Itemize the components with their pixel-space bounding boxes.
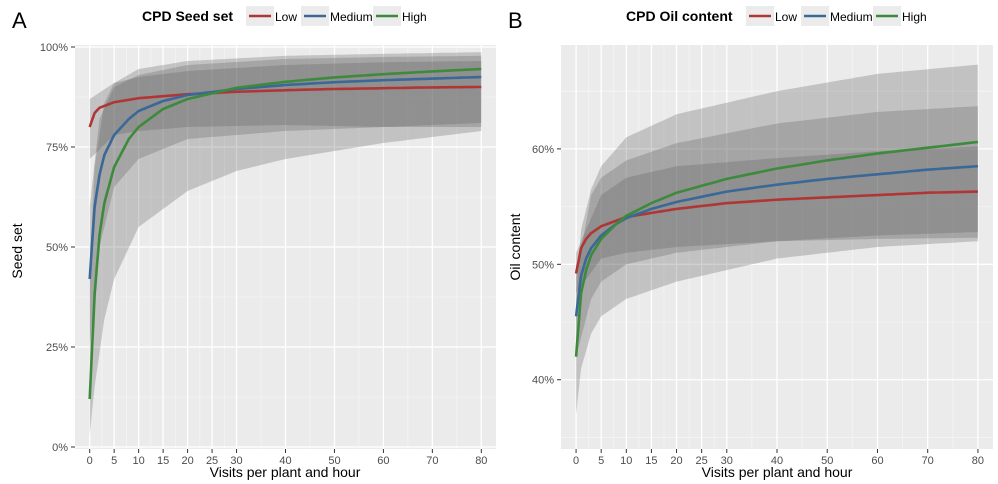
ribbon-a-high bbox=[89, 52, 482, 435]
legend-title-b: CPD Oil content bbox=[626, 8, 733, 24]
legend-key-b-high: High bbox=[873, 6, 927, 26]
x-tick-label: 40 bbox=[771, 455, 783, 467]
panel-b: 0 5 10 15 20 25 30 40 50 60 70 80 40% 50% 60% B CPD Oil… bbox=[507, 6, 993, 480]
x-tick-label: 30 bbox=[230, 455, 242, 467]
x-tick-label: 50 bbox=[328, 455, 340, 467]
panel-letter-a: A bbox=[12, 8, 27, 33]
y-tick-label: 50% bbox=[46, 242, 68, 254]
x-axis-title-a: Visits per plant and hour bbox=[210, 464, 361, 480]
x-tick-label: 0 bbox=[573, 455, 579, 467]
x-tick-label: 10 bbox=[620, 455, 632, 467]
x-tick-label: 80 bbox=[972, 455, 984, 467]
x-tick-label: 30 bbox=[721, 455, 733, 467]
x-tick-label: 5 bbox=[598, 455, 604, 467]
x-tick-label: 60 bbox=[871, 455, 883, 467]
y-tick-label: 0% bbox=[52, 442, 68, 454]
x-tick-label: 10 bbox=[133, 455, 145, 467]
y-tick-label: 75% bbox=[46, 142, 68, 154]
y-tick-label: 40% bbox=[532, 375, 554, 387]
x-tick-label: 25 bbox=[206, 455, 218, 467]
x-tick-label: 20 bbox=[670, 455, 682, 467]
x-tick-label: 50 bbox=[821, 455, 833, 467]
series-line-a-medium bbox=[88, 75, 482, 280]
y-tick-label: 25% bbox=[46, 342, 68, 354]
panel-a: 0 5 10 15 20 25 30 40 50 60 70 80 0% 25% 50% 75% 100% A C… bbox=[9, 6, 496, 480]
x-tick-label: 70 bbox=[922, 455, 934, 467]
legend-label-b-low: Low bbox=[775, 10, 797, 24]
legend-b: CPD Oil content Low Medium High bbox=[626, 6, 927, 26]
x-tick-label: 25 bbox=[696, 455, 708, 467]
legend-label-b-high: High bbox=[902, 10, 927, 24]
legend-label-b-medium: Medium bbox=[830, 10, 873, 24]
y-tick-label: 60% bbox=[532, 144, 554, 156]
x-tick-label: 70 bbox=[426, 455, 438, 467]
series-line-b-high bbox=[574, 140, 979, 357]
legend-label-a-low: Low bbox=[275, 10, 297, 24]
x-tick-label: 5 bbox=[111, 455, 117, 467]
y-tick-label: 50% bbox=[532, 259, 554, 271]
ribbon-b-low bbox=[576, 146, 978, 294]
y-axis-title-a: Seed set bbox=[9, 223, 25, 278]
x-tick-label: 40 bbox=[279, 455, 291, 467]
panel-letter-b: B bbox=[508, 8, 523, 33]
x-tick-label: 60 bbox=[377, 455, 389, 467]
y-tick-label: 100% bbox=[40, 42, 68, 54]
series-line-b-low bbox=[574, 190, 978, 274]
x-axis-title-b: Visits per plant and hour bbox=[702, 464, 853, 480]
ribbon-a-low bbox=[89, 61, 482, 159]
series-line-a-high bbox=[88, 67, 482, 400]
x-tick-label: 20 bbox=[181, 455, 193, 467]
legend-label-a-high: High bbox=[402, 10, 427, 24]
legend-key-b-low: Low bbox=[746, 6, 797, 26]
plot-area-a: 0 5 10 15 20 25 30 40 50 60 70 80 0% 25% 50% 75% 100% bbox=[40, 42, 496, 467]
ribbon-b-high bbox=[576, 64, 978, 415]
legend-title-a: CPD Seed set bbox=[142, 8, 233, 24]
x-tick-label: 15 bbox=[157, 455, 169, 467]
legend-key-a-high: High bbox=[373, 6, 427, 26]
y-axis-title-b: Oil content bbox=[507, 213, 523, 280]
ribbon-b-medium bbox=[576, 106, 978, 357]
x-tick-label: 0 bbox=[87, 455, 93, 467]
plot-area-b: 0 5 10 15 20 25 30 40 50 60 70 80 40% 50% 60% bbox=[532, 45, 993, 467]
series-line-b-medium bbox=[574, 164, 978, 317]
legend-label-a-medium: Medium bbox=[330, 10, 373, 24]
x-tick-label: 80 bbox=[475, 455, 487, 467]
legend-key-a-medium: Medium bbox=[301, 6, 373, 26]
legend-a: CPD Seed set Low Medium High bbox=[142, 6, 427, 26]
legend-key-b-medium: Medium bbox=[801, 6, 873, 26]
legend-key-a-low: Low bbox=[246, 6, 297, 26]
ribbon-a-medium bbox=[89, 55, 482, 348]
x-tick-label: 15 bbox=[645, 455, 657, 467]
